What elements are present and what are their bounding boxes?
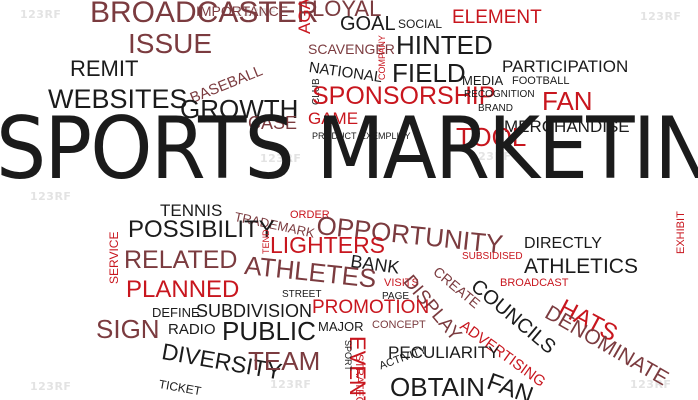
word-concept: CONCEPT	[372, 319, 426, 331]
word-exhibit: EXHIBIT	[675, 211, 687, 254]
word-websites: WEBSITES	[48, 84, 188, 114]
word-obtain: OBTAIN	[390, 372, 485, 400]
word-football: FOOTBALL	[512, 75, 570, 87]
word-media: MEDIA	[462, 73, 504, 88]
word-team: TEAM	[248, 346, 321, 376]
word-merchandise: MERCHANDISE	[504, 117, 630, 136]
word-goal: GOAL	[340, 13, 396, 35]
watermark: 123RF	[20, 8, 62, 21]
word-promotion: PROMOTION	[312, 297, 430, 318]
watermark: 123RF	[470, 150, 512, 163]
word-tennis: TENNIS	[160, 201, 223, 220]
watermark: 123RF	[30, 380, 72, 393]
word-ticket: TICKET	[157, 377, 203, 399]
word-page: PAGE	[382, 291, 410, 302]
word-lighters: LIGHTERS	[270, 232, 386, 258]
word-peculiarity: PECULIARITY	[388, 343, 500, 362]
word-fan: FAN	[542, 86, 593, 116]
word-strategy: STRATEGY	[353, 354, 365, 400]
watermark: 123RF	[260, 152, 302, 165]
word-issue: ISSUE	[128, 28, 213, 59]
word-product: PRODUCT	[312, 131, 357, 141]
word-importance: IMPORTANCE	[196, 3, 289, 19]
word-broadcaster: BROADCASTER	[90, 0, 319, 29]
word-directly: DIRECTLY	[524, 235, 602, 252]
word-exemplify: EXEMPLIFY	[360, 131, 411, 141]
word-field: FIELD	[392, 58, 466, 88]
word-loyal: LOYAL	[312, 0, 382, 21]
word-remit: REMIT	[70, 56, 139, 81]
word-again: AGAIN	[295, 0, 314, 34]
watermark: 123RF	[630, 378, 672, 391]
word-related: RELATED	[124, 246, 238, 274]
word-case: CASE	[248, 113, 298, 133]
word-public: PUBLIC	[222, 316, 316, 346]
word-social: SOCIAL	[398, 17, 443, 31]
word-visits: VISITS	[384, 277, 419, 289]
word-participation: PARTICIPATION	[502, 57, 629, 76]
word-recognition: RECOGNITION	[464, 89, 535, 100]
word-planned: PLANNED	[126, 276, 240, 303]
word-sign: SIGN	[96, 314, 160, 344]
word-sports-marketing: SPORTS MARKETING	[0, 99, 698, 199]
word-brand: BRAND	[478, 103, 514, 114]
word-element: ELEMENT	[452, 7, 542, 28]
word-define: DEFINE	[152, 305, 200, 320]
watermark: 123RF	[270, 378, 312, 391]
word-tool: TOOL	[456, 122, 527, 152]
word-growth: GROWTH	[180, 94, 299, 124]
word-hinted: HINTED	[396, 30, 493, 60]
word-order: ORDER	[290, 209, 330, 221]
word-broadcast: BROADCAST	[500, 277, 569, 289]
word-street: STREET	[282, 289, 322, 300]
word-subdivision: SUBDIVISION	[196, 301, 313, 321]
word-service: SERVICE	[107, 231, 121, 284]
watermark: 123RF	[640, 10, 682, 23]
word-major: MAJOR	[318, 319, 364, 334]
word-game: GAME	[308, 109, 359, 128]
word-sponsorship: SPONSORSHIP	[312, 82, 496, 110]
watermark: 123RF	[235, 6, 277, 19]
word-athletics: ATHLETICS	[524, 255, 638, 278]
word-scavenger: SCAVENGER	[308, 41, 395, 57]
watermark: 123RF	[30, 190, 72, 203]
word-radio: RADIO	[168, 321, 216, 338]
word-subsidised: SUBSIDISED	[462, 251, 523, 262]
word-sport: SPORT	[343, 340, 353, 371]
word-possibility: POSSIBILITY	[128, 216, 275, 243]
